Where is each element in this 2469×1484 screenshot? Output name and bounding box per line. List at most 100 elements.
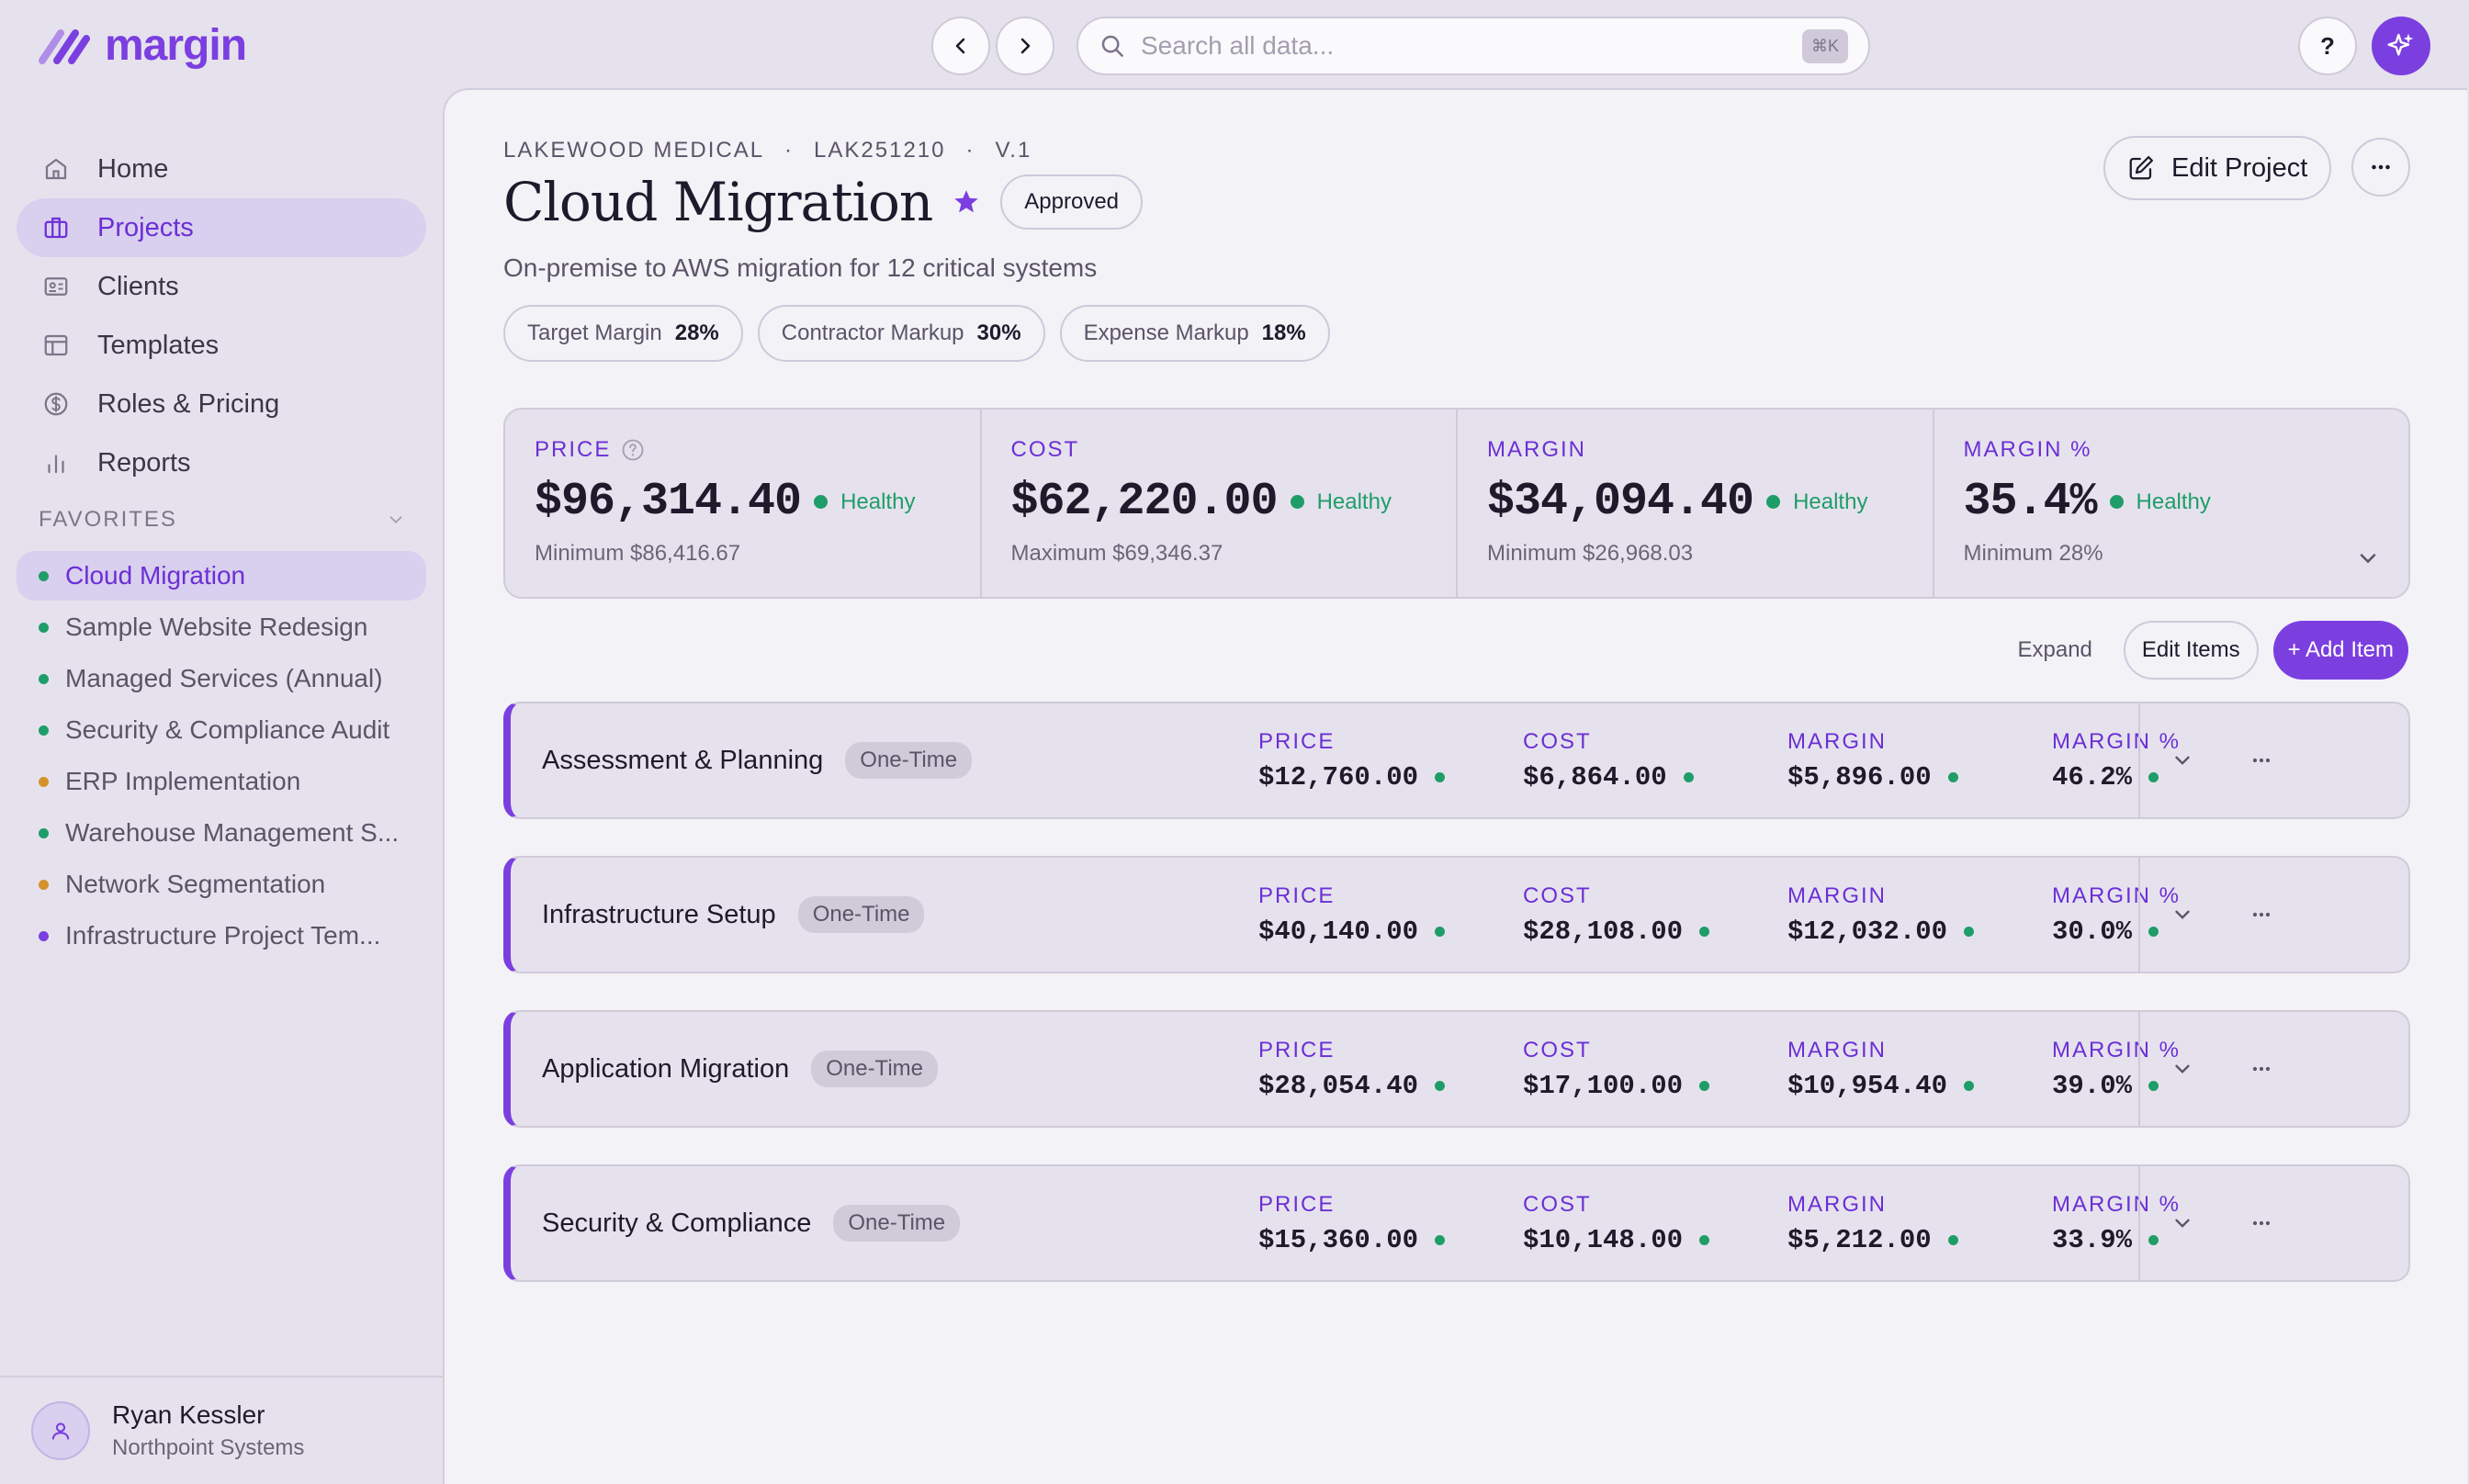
status-dot bbox=[1435, 1235, 1446, 1245]
chip-target-margin[interactable]: Target Margin 28% bbox=[503, 305, 743, 362]
line-item-price: $12,760.00 bbox=[1258, 762, 1419, 793]
favorite-item[interactable]: Security & Compliance Audit bbox=[17, 705, 426, 755]
line-item-price: $15,360.00 bbox=[1258, 1225, 1419, 1255]
item-more-button[interactable] bbox=[2225, 1210, 2298, 1236]
line-item-margin: $5,212.00 bbox=[1787, 1225, 1932, 1255]
favorite-item[interactable]: ERP Implementation bbox=[17, 757, 426, 806]
shortcut-hint: ⌘K bbox=[1801, 28, 1848, 63]
breadcrumb: LAKEWOOD MEDICAL · LAK251210 · V.1 bbox=[503, 138, 1032, 163]
status-dot bbox=[39, 622, 49, 633]
status-dot bbox=[2148, 1081, 2159, 1091]
dollar-circle-icon bbox=[40, 388, 72, 420]
breadcrumb-client[interactable]: LAKEWOOD MEDICAL bbox=[503, 138, 765, 163]
metric-threshold: Maximum $69,346.37 bbox=[1010, 541, 1223, 566]
expand-item-button[interactable] bbox=[2146, 748, 2219, 772]
favorite-item[interactable]: Cloud Migration bbox=[17, 551, 426, 601]
project-more-button[interactable] bbox=[2351, 138, 2410, 197]
line-item-card[interactable]: Assessment & Planning One-Time PRICE $12,… bbox=[503, 702, 2410, 819]
line-item-metric-label: COST bbox=[1523, 883, 1592, 908]
nav-roles-pricing-label: Roles & Pricing bbox=[97, 388, 280, 419]
breadcrumb-code: LAK251210 bbox=[814, 138, 946, 163]
nav-reports[interactable]: Reports bbox=[17, 433, 426, 492]
line-item-price: $40,140.00 bbox=[1258, 916, 1419, 947]
star-icon[interactable] bbox=[951, 186, 982, 218]
chevron-down-icon[interactable] bbox=[2355, 545, 2381, 571]
expand-item-button[interactable] bbox=[2146, 1211, 2219, 1235]
favorite-item[interactable]: Managed Services (Annual) bbox=[17, 654, 426, 703]
nav-templates[interactable]: Templates bbox=[17, 316, 426, 375]
favorite-item[interactable]: Sample Website Redesign bbox=[17, 602, 426, 652]
favorite-label: Managed Services (Annual) bbox=[65, 664, 383, 692]
status-dot bbox=[39, 776, 49, 787]
nav-clients-label: Clients bbox=[97, 271, 179, 301]
nav-home[interactable]: Home bbox=[17, 140, 426, 198]
favorite-item[interactable]: Warehouse Management S... bbox=[17, 808, 426, 858]
expand-item-button[interactable] bbox=[2146, 903, 2219, 927]
line-item-card[interactable]: Application Migration One-Time PRICE $28,… bbox=[503, 1010, 2410, 1128]
line-item-cost: $10,148.00 bbox=[1523, 1225, 1684, 1255]
status-dot bbox=[1766, 495, 1781, 509]
help-button[interactable]: ? bbox=[2298, 17, 2357, 75]
search-bar[interactable]: ⌘K bbox=[1077, 17, 1870, 75]
line-item-card[interactable]: Infrastructure Setup One-Time PRICE $40,1… bbox=[503, 856, 2410, 973]
metric-label-text: PRICE bbox=[535, 437, 612, 462]
favorites-header[interactable]: FAVORITES bbox=[39, 507, 406, 533]
status-dot bbox=[1964, 927, 1975, 937]
nav-projects[interactable]: Projects bbox=[17, 198, 426, 257]
item-more-button[interactable] bbox=[2225, 748, 2298, 773]
item-more-button[interactable] bbox=[2225, 902, 2298, 928]
chip-value: 30% bbox=[976, 320, 1021, 345]
line-item-actions bbox=[2138, 1166, 2408, 1280]
chip-value: 28% bbox=[674, 320, 719, 345]
info-icon[interactable] bbox=[620, 437, 646, 463]
line-item-metric-label: PRICE bbox=[1258, 1038, 1336, 1062]
forward-button[interactable] bbox=[996, 17, 1054, 75]
briefcase-icon bbox=[40, 212, 72, 243]
status-dot bbox=[1435, 927, 1446, 937]
contact-card-icon bbox=[40, 271, 72, 302]
status-dot bbox=[39, 827, 49, 838]
line-item-cost: $6,864.00 bbox=[1523, 762, 1667, 793]
user-name: Ryan Kessler bbox=[112, 1400, 265, 1429]
line-item-card[interactable]: Security & Compliance One-Time PRICE $15,… bbox=[503, 1164, 2410, 1282]
line-item-margin: $5,896.00 bbox=[1787, 762, 1932, 793]
search-input[interactable] bbox=[1141, 31, 1802, 61]
metric-label: PRICE bbox=[535, 437, 951, 463]
metric-label: MARGIN % bbox=[1963, 437, 2092, 462]
line-item-metric-label: MARGIN bbox=[1787, 729, 1887, 754]
edit-project-button[interactable]: Edit Project bbox=[2103, 136, 2332, 200]
line-item-type-badge: One-Time bbox=[833, 1205, 961, 1242]
status-dot bbox=[39, 879, 49, 890]
line-item-margin: $12,032.00 bbox=[1787, 916, 1948, 947]
more-horizontal-icon bbox=[2252, 1066, 2271, 1072]
line-item-actions bbox=[2138, 858, 2408, 972]
add-item-button[interactable]: + Add Item bbox=[2272, 621, 2408, 680]
logo[interactable]: margin bbox=[37, 20, 247, 71]
status-dot bbox=[814, 495, 829, 509]
chip-expense-markup[interactable]: Expense Markup 18% bbox=[1059, 305, 1330, 362]
favorite-label: ERP Implementation bbox=[65, 767, 301, 795]
back-button[interactable] bbox=[931, 17, 990, 75]
line-item-price: $28,054.40 bbox=[1258, 1071, 1419, 1101]
nav-roles-pricing[interactable]: Roles & Pricing bbox=[17, 375, 426, 433]
chip-label: Contractor Markup bbox=[781, 320, 964, 345]
user-panel[interactable]: Ryan Kessler Northpoint Systems bbox=[0, 1376, 443, 1484]
metric-price: PRICE $96,314.40 Healthy Minimum $86,416… bbox=[505, 410, 982, 597]
favorite-item[interactable]: Infrastructure Project Tem... bbox=[17, 911, 426, 961]
health-status: Healthy bbox=[840, 489, 916, 514]
edit-icon bbox=[2129, 156, 2153, 180]
chip-contractor-markup[interactable]: Contractor Markup 30% bbox=[757, 305, 1045, 362]
line-item-metric-label: COST bbox=[1523, 1038, 1592, 1062]
expand-link[interactable]: Expand bbox=[2017, 637, 2092, 662]
expand-item-button[interactable] bbox=[2146, 1057, 2219, 1081]
health-status: Healthy bbox=[2136, 489, 2211, 514]
user-org: Northpoint Systems bbox=[112, 1435, 305, 1460]
item-more-button[interactable] bbox=[2225, 1056, 2298, 1082]
nav-home-label: Home bbox=[97, 153, 169, 184]
favorite-item[interactable]: Network Segmentation bbox=[17, 860, 426, 909]
edit-items-button[interactable]: Edit Items bbox=[2123, 621, 2259, 680]
nav-clients[interactable]: Clients bbox=[17, 257, 426, 316]
ai-assistant-button[interactable] bbox=[2372, 17, 2430, 75]
status-dot bbox=[1947, 772, 1958, 782]
line-item-type-badge: One-Time bbox=[845, 742, 973, 779]
